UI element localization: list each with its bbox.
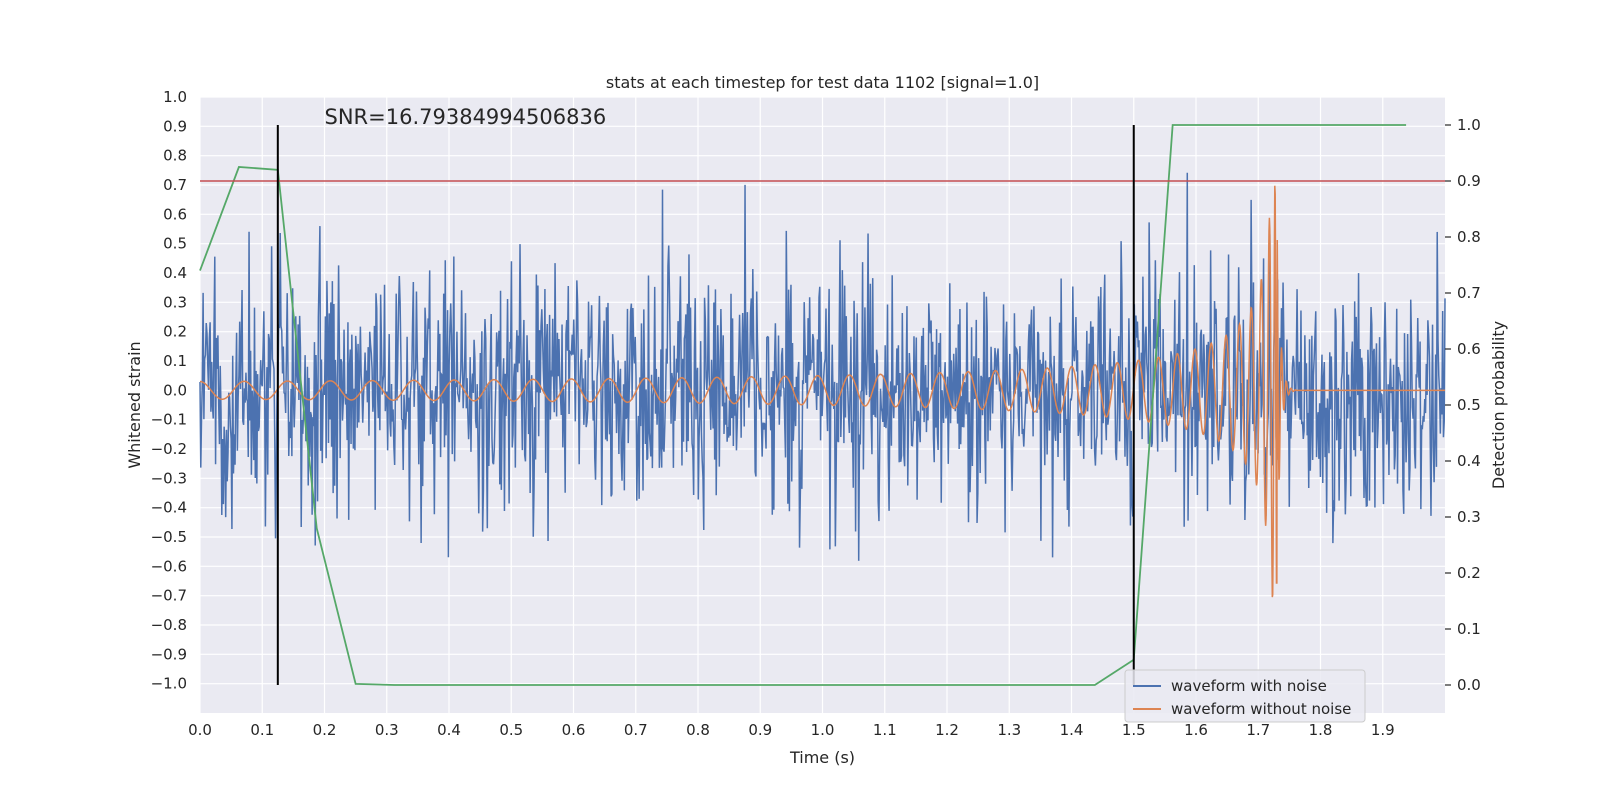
y2-tick-label: 0.5 — [1457, 396, 1481, 414]
x-tick-label: 0.6 — [562, 721, 586, 739]
y-tick-label: −0.5 — [151, 528, 187, 546]
y-tick-label: 0.8 — [163, 147, 187, 165]
chart-title: stats at each timestep for test data 110… — [606, 73, 1039, 92]
y-tick-label: −0.8 — [151, 616, 187, 634]
y2-tick-label: 0.1 — [1457, 620, 1481, 638]
y2-tick-label: 0.2 — [1457, 564, 1481, 582]
y-tick-label: −0.4 — [151, 499, 187, 517]
x-tick-label: 0.9 — [748, 721, 772, 739]
y2-axis-label: Detection probability — [1489, 321, 1508, 489]
series-detection-probability — [199, 124, 1407, 686]
y2-tick-label: 0.8 — [1457, 228, 1481, 246]
x-tick-label: 0.5 — [499, 721, 523, 739]
y2-tick-label: 0.0 — [1457, 676, 1481, 694]
x-tick-label: 1.9 — [1371, 721, 1395, 739]
x-tick-label: 0.1 — [250, 721, 274, 739]
x-tick-label: 0.2 — [313, 721, 337, 739]
y-tick-label: 0.1 — [163, 352, 187, 370]
x-tick-label: 1.8 — [1309, 721, 1333, 739]
y-tick-label: 0.9 — [163, 117, 187, 135]
series-waveform-with-noise — [199, 172, 1446, 561]
y-tick-label: −0.9 — [151, 645, 187, 663]
y2-tick-label: 0.6 — [1457, 340, 1481, 358]
y2-tick-label: 0.9 — [1457, 172, 1481, 190]
y-tick-label: −0.1 — [151, 411, 187, 429]
y-tick-label: −0.3 — [151, 469, 187, 487]
x-tick-label: 1.0 — [811, 721, 835, 739]
y-tick-label: 0.7 — [163, 176, 187, 194]
x-tick-label: 0.8 — [686, 721, 710, 739]
y-tick-label: −0.7 — [151, 587, 187, 605]
legend-box — [1124, 669, 1366, 723]
series-waveform-without-noise — [199, 185, 1445, 598]
x-tick-label: 1.6 — [1184, 721, 1208, 739]
x-tick-label: 1.3 — [997, 721, 1021, 739]
legend-label-clean: waveform without noise — [1171, 700, 1351, 718]
y-tick-label: 0.3 — [163, 293, 187, 311]
legend-label-noisy: waveform with noise — [1171, 677, 1327, 695]
y-tick-label: 0.0 — [163, 381, 187, 399]
x-tick-label: 0.7 — [624, 721, 648, 739]
snr-annotation: SNR=16.79384994506836 — [325, 105, 607, 129]
y-tick-label: 0.4 — [163, 264, 187, 282]
x-tick-label: 0.3 — [375, 721, 399, 739]
y-tick-label: 0.6 — [163, 205, 187, 223]
x-tick-label: 1.5 — [1122, 721, 1146, 739]
x-tick-label: 0.4 — [437, 721, 461, 739]
y-axis-label: Whitened strain — [125, 341, 144, 468]
y2-tick-label: 0.4 — [1457, 452, 1481, 470]
x-tick-label: 1.2 — [935, 721, 959, 739]
x-tick-label: 1.4 — [1060, 721, 1084, 739]
y-tick-label: 1.0 — [163, 88, 187, 106]
y2-tick-label: 0.3 — [1457, 508, 1481, 526]
x-tick-label: 0.0 — [188, 721, 212, 739]
x-tick-label: 1.7 — [1246, 721, 1270, 739]
x-tick-label: 1.1 — [873, 721, 897, 739]
y-tick-label: −0.6 — [151, 557, 187, 575]
y-tick-label: −1.0 — [151, 675, 187, 693]
y2-tick-label: 0.7 — [1457, 284, 1481, 302]
y-tick-label: 0.5 — [163, 235, 187, 253]
y-tick-label: −0.2 — [151, 440, 187, 458]
y2-tick-label: 1.0 — [1457, 116, 1481, 134]
x-axis-label: Time (s) — [789, 748, 855, 767]
y-tick-label: 0.2 — [163, 323, 187, 341]
